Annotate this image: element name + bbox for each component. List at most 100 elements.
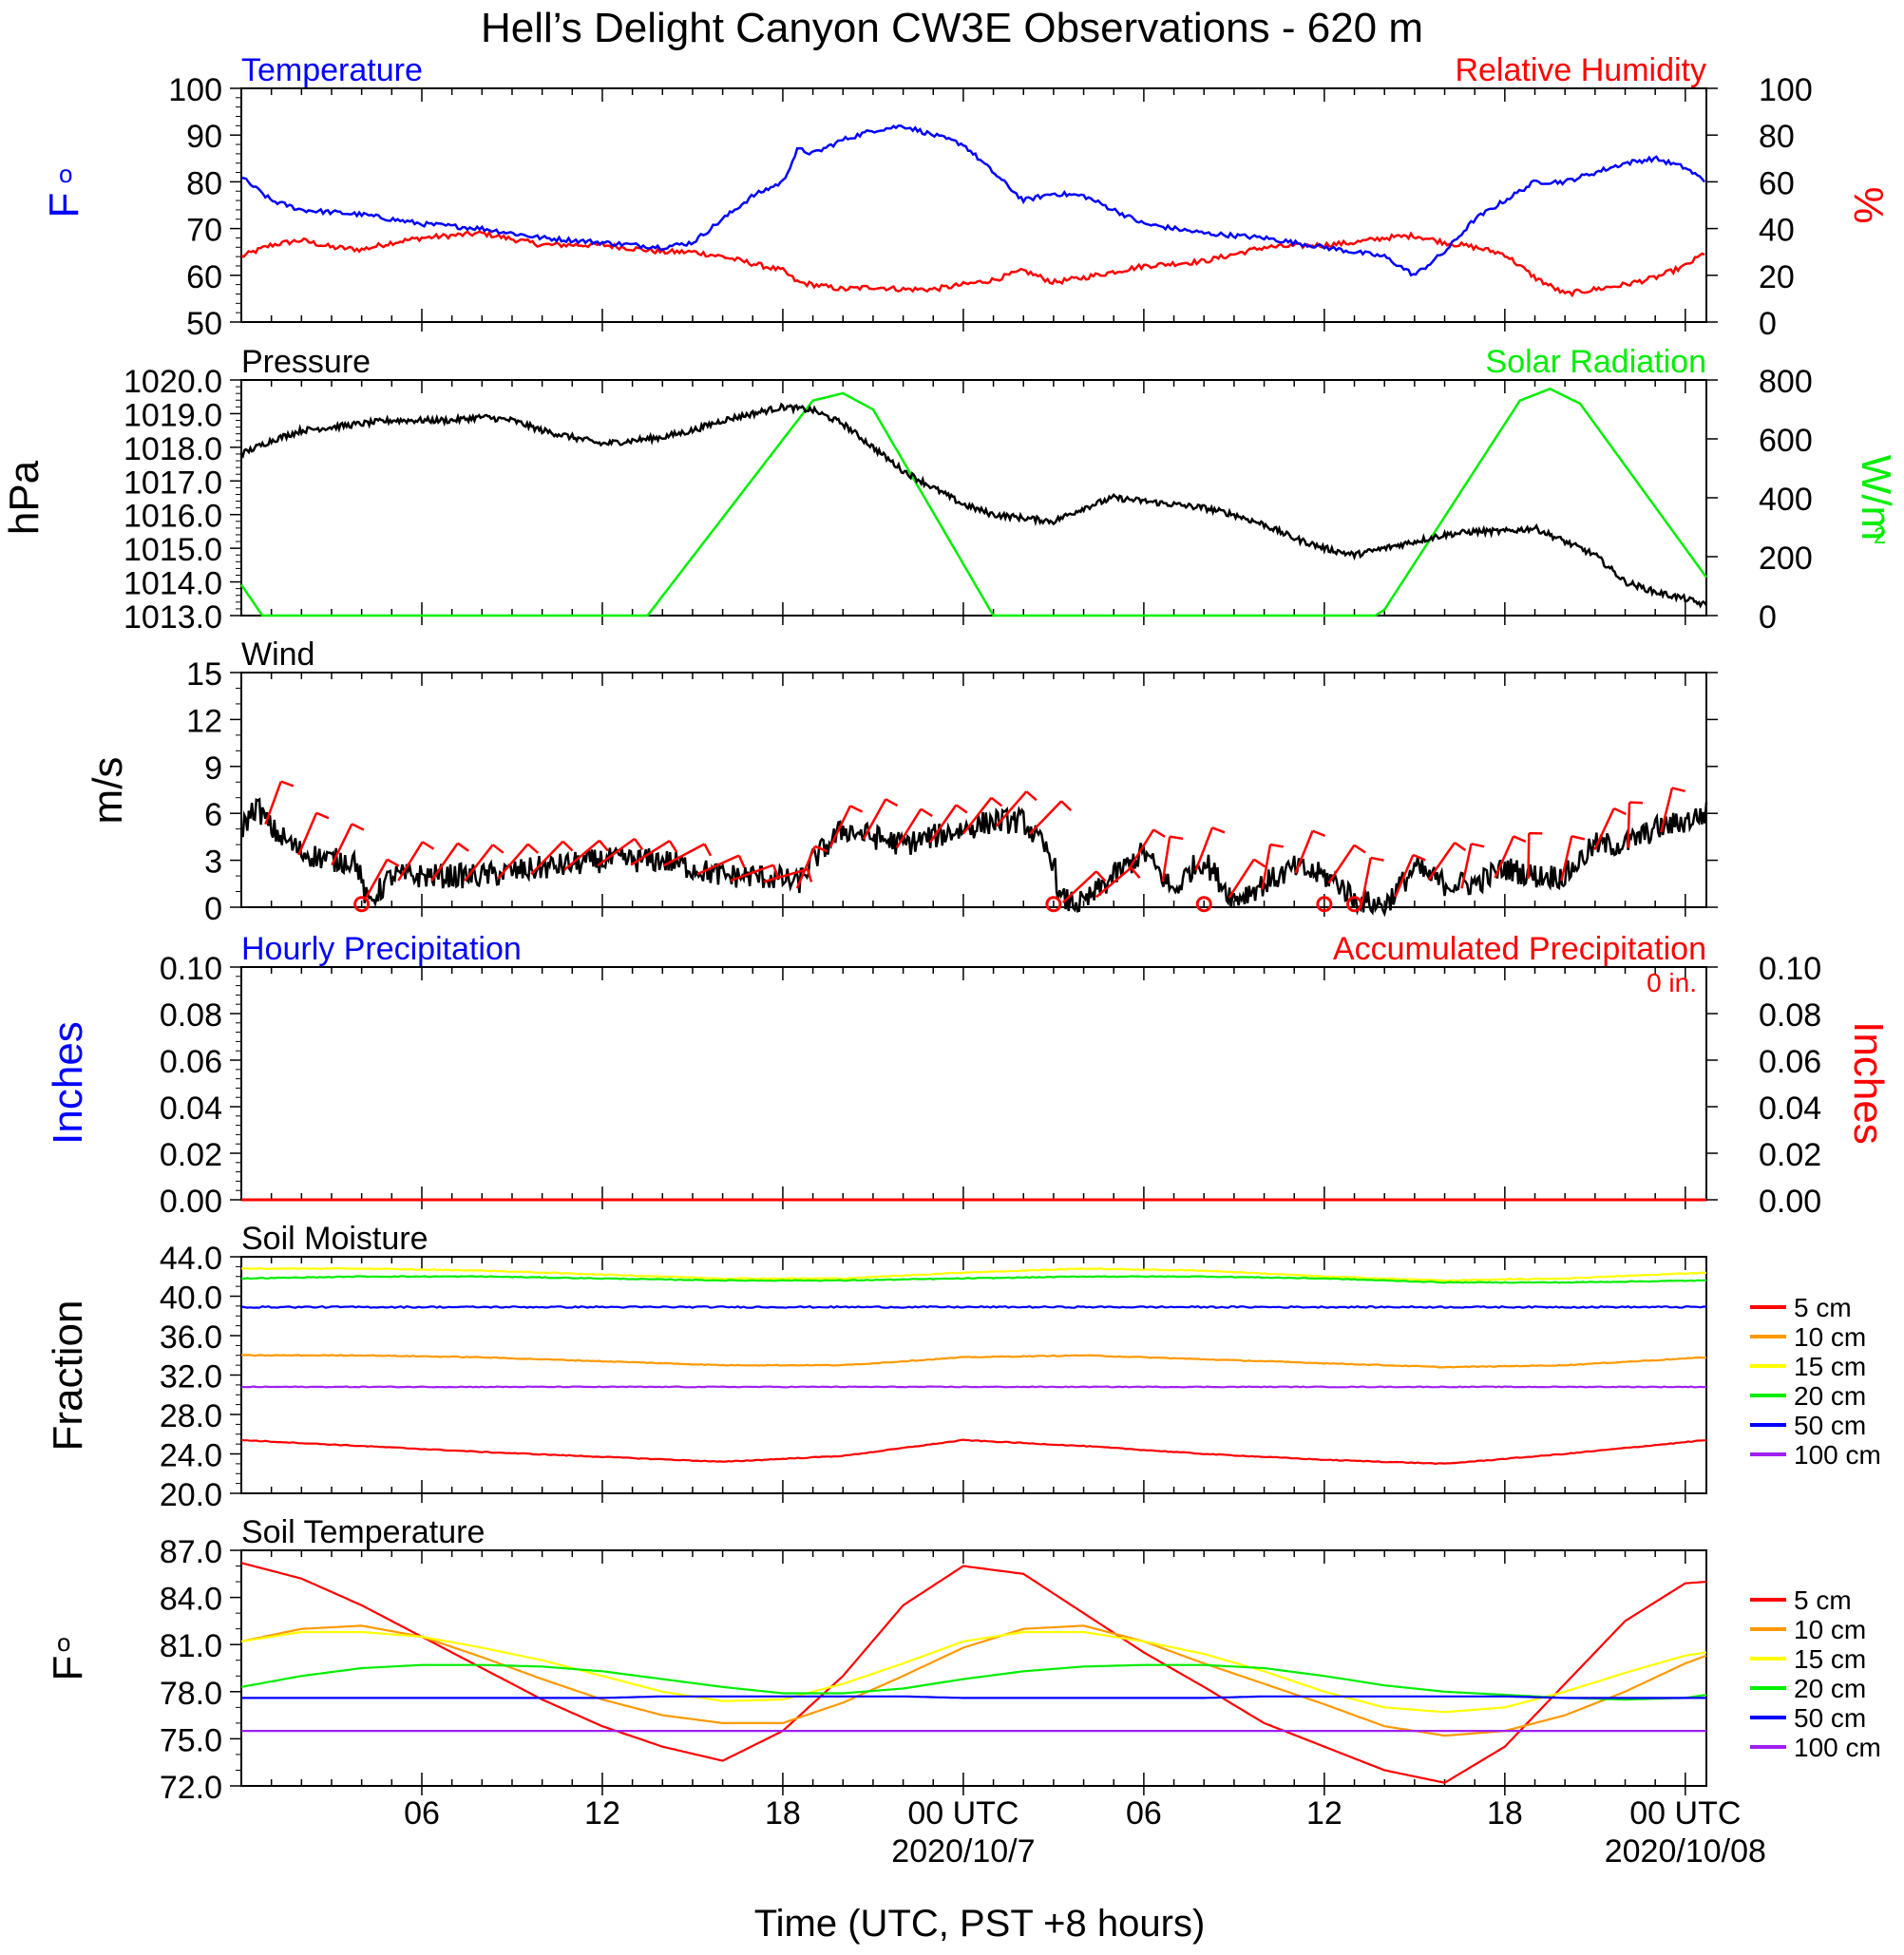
panel-1-frame <box>240 87 1707 323</box>
wind-barb-flag <box>1613 807 1627 816</box>
soil-temperature-tick-label: 75.0 <box>160 1722 222 1758</box>
temperature-title: Temperature <box>241 52 423 88</box>
soil-temperature-line-5cm <box>240 1562 1707 1784</box>
wind-barb <box>1194 826 1214 871</box>
soil-moisture-axis-label: Fraction <box>45 1300 91 1452</box>
humidity-title: Relative Humidity <box>1455 52 1706 88</box>
x-tick-label: 12 <box>584 1795 620 1832</box>
humidity-tick-label: 0 <box>1759 306 1777 342</box>
wind-barb <box>1161 836 1171 883</box>
soil-temperature-legend-label: 100 cm <box>1794 1733 1881 1762</box>
pressure-tick-label: 1014.0 <box>124 566 222 602</box>
wind-barb <box>563 839 600 871</box>
pressure-tick-label: 1016.0 <box>124 499 222 535</box>
solar-tick-label: 0 <box>1759 599 1777 636</box>
wind-barb <box>1460 844 1473 889</box>
wind-barb-flag <box>422 841 435 850</box>
wind-barb-flag <box>598 840 609 852</box>
temperature-tick-label: 60 <box>186 259 222 295</box>
wind-barb <box>862 798 887 840</box>
wind-barb <box>430 842 459 882</box>
soil-temperature-legend-label: 15 cm <box>1794 1644 1866 1674</box>
wind-tick-label: 6 <box>204 797 222 833</box>
wind-barb <box>630 840 671 866</box>
wind-barb-flag <box>1253 858 1266 868</box>
wind-barb-flag <box>703 843 713 857</box>
temperature-tick-label: 70 <box>186 213 222 249</box>
wind-barb-flag <box>814 845 828 853</box>
soil-moisture-tick-label: 44.0 <box>160 1241 222 1277</box>
soil-moisture-line-50cm <box>240 1304 1706 1309</box>
x-tick-label: 00 UTC <box>907 1795 1019 1832</box>
wind-barb-flag <box>737 855 746 868</box>
wind-barb <box>1095 866 1133 899</box>
wind-tick-label: 9 <box>204 750 222 787</box>
wind-barb <box>1061 870 1097 903</box>
wind-barb <box>1028 800 1063 835</box>
wind-barb <box>1394 854 1415 898</box>
accum-precip-tick-label: 0.10 <box>1759 951 1821 987</box>
wind-barb-flag <box>1671 787 1685 793</box>
hourly-precip-tick-label: 0.04 <box>160 1091 222 1127</box>
wind-barb <box>1128 828 1155 869</box>
soil-temperature-legend-label: 10 cm <box>1794 1615 1866 1644</box>
wind-barb-flag <box>386 858 400 867</box>
solar-axis-label: W/m <box>1853 455 1899 541</box>
wind-barb-flag <box>885 798 899 807</box>
wind-barb <box>795 845 816 889</box>
solar-axis-exponent: 2 <box>1874 523 1886 549</box>
soil-moisture-legend-label: 5 cm <box>1794 1293 1852 1322</box>
temperature-line <box>240 124 1706 277</box>
panel-5-frame <box>240 1256 1707 1494</box>
hourly-precip-tick-label: 0.02 <box>160 1137 222 1173</box>
soil-moisture-tick-label: 28.0 <box>160 1398 222 1434</box>
soil-moisture-tick-label: 40.0 <box>160 1281 222 1317</box>
pressure-line <box>240 402 1708 609</box>
wind-barb-flag <box>1353 844 1366 854</box>
temperature-axis-label: F <box>41 193 87 218</box>
wind-barb <box>364 859 389 901</box>
wind-barb-flag <box>1571 835 1586 841</box>
soil-temperature-tick-label: 78.0 <box>160 1676 222 1712</box>
soil-temperature-title: Soil Temperature <box>241 1514 485 1550</box>
soil-moisture-tick-label: 36.0 <box>160 1319 222 1356</box>
soil-moisture-tick-label: 24.0 <box>160 1438 222 1474</box>
panel-4-frame <box>240 966 1707 1201</box>
pressure-tick-label: 1018.0 <box>124 431 222 467</box>
wind-barb-flag <box>1152 828 1166 838</box>
wind-barb-flag <box>1170 835 1184 841</box>
calm-wind-marker <box>1045 896 1062 913</box>
wind-barb <box>895 807 923 848</box>
temperature-axis-degree: o <box>59 160 72 188</box>
wind-barb-flag <box>280 780 295 788</box>
temperature-tick-label: 90 <box>186 119 222 155</box>
wind-barb-flag <box>1269 843 1284 848</box>
soil-temperature-tick-label: 84.0 <box>160 1582 222 1618</box>
panel-3-frame <box>240 672 1707 908</box>
calm-wind-marker <box>1195 896 1212 913</box>
soil-temperature-legend-label: 50 cm <box>1794 1703 1866 1733</box>
wind-barb <box>597 837 636 867</box>
soil-moisture-title: Soil Moisture <box>241 1221 428 1257</box>
soil-moisture-legend-label: 50 cm <box>1794 1411 1866 1440</box>
x-date-label: 2020/10/08 <box>1605 1833 1766 1870</box>
soil-temperature-axis-degree: o <box>57 1628 70 1657</box>
x-tick-label: 12 <box>1306 1795 1342 1832</box>
soil-temperature-line-20cm <box>240 1663 1707 1701</box>
hourly-precip-tick-label: 0.08 <box>160 997 222 1034</box>
wind-speed-line <box>239 797 1708 918</box>
wind-barb-flag <box>920 807 933 818</box>
soil-moisture-line-100cm <box>240 1385 1707 1389</box>
wind-barb-flag <box>1312 829 1326 838</box>
wind-barb <box>995 790 1028 827</box>
wind-barb-flag <box>1412 853 1426 862</box>
wind-barb-flag <box>562 840 574 852</box>
wind-barb-flag <box>315 811 330 820</box>
wind-barb-flag <box>1060 800 1073 811</box>
wind-tick-label: 15 <box>186 656 222 693</box>
humidity-tick-label: 100 <box>1759 72 1813 108</box>
wind-barb <box>331 823 353 866</box>
pressure-tick-label: 1019.0 <box>124 397 222 433</box>
x-tick-label: 00 UTC <box>1629 1795 1741 1832</box>
